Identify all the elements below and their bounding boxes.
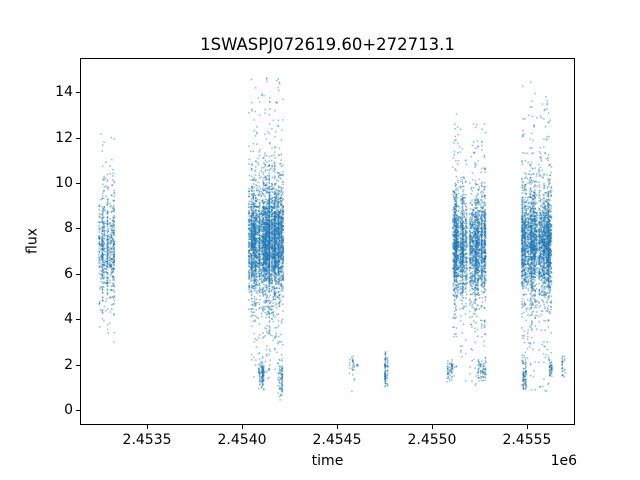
y-tick-label: 14 (55, 84, 73, 101)
plot-area (80, 58, 575, 425)
y-tick-label: 8 (64, 220, 73, 237)
y-tick-label: 6 (64, 265, 73, 282)
y-tick-mark (76, 273, 80, 275)
y-tick-mark (76, 92, 80, 94)
y-tick-mark (76, 137, 80, 139)
y-tick-mark (76, 364, 80, 366)
y-tick-label: 2 (64, 356, 73, 373)
y-tick-label: 12 (55, 129, 73, 146)
x-tick-label: 2.4535 (122, 432, 172, 448)
y-axis-label: flux (24, 228, 41, 254)
x-axis-label: time (311, 453, 344, 469)
x-tick-mark (526, 425, 528, 429)
x-tick-mark (242, 425, 244, 429)
y-tick-mark (76, 228, 80, 230)
y-tick-mark (76, 410, 80, 412)
x-tick-label: 2.4545 (312, 432, 362, 448)
chart-title: 1SWASPJ072619.60+272713.1 (200, 35, 455, 54)
x-axis-offset-label: 1e6 (550, 453, 577, 469)
x-tick-label: 2.4555 (502, 432, 552, 448)
x-tick-mark (336, 425, 338, 429)
y-tick-mark (76, 319, 80, 321)
y-tick-label: 10 (55, 175, 73, 192)
x-tick-mark (147, 425, 149, 429)
y-tick-mark (76, 183, 80, 185)
scatter-points-canvas (81, 59, 574, 424)
y-tick-label: 0 (64, 402, 73, 419)
x-tick-label: 2.4550 (407, 432, 457, 448)
y-tick-label: 4 (64, 311, 73, 328)
x-tick-label: 2.4540 (217, 432, 267, 448)
x-tick-mark (431, 425, 433, 429)
